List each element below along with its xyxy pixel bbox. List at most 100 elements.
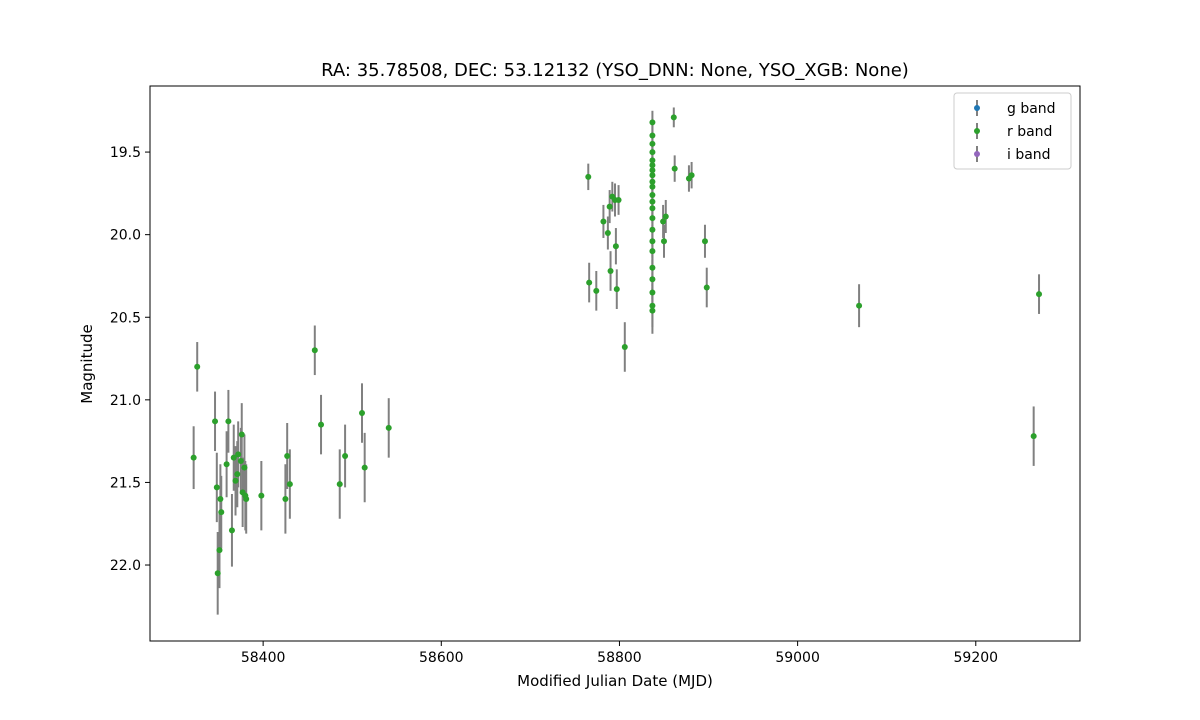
data-point: [649, 302, 656, 309]
legend-box: [953, 92, 1072, 170]
legend-label: i band: [1007, 147, 1051, 163]
data-point: [615, 196, 622, 203]
data-point: [856, 302, 863, 309]
data-point: [607, 268, 614, 274]
data-point: [703, 284, 710, 291]
data-point: [243, 495, 250, 502]
data-point: [284, 453, 291, 459]
data-point: [218, 509, 225, 516]
data-point: [228, 527, 235, 534]
x-tick-label: 58600: [419, 650, 464, 666]
data-point: [600, 218, 607, 225]
data-point: [649, 238, 656, 245]
data-point: [662, 213, 669, 220]
data-point: [613, 286, 620, 293]
data-point: [593, 287, 600, 294]
data-point: [649, 162, 656, 169]
data-point: [258, 492, 265, 499]
series-r-band: [190, 107, 1043, 615]
data-point: [194, 363, 201, 370]
data-point: [649, 157, 656, 164]
legend-marker: [974, 128, 980, 134]
data-point: [670, 114, 677, 121]
data-point: [585, 173, 592, 180]
data-point: [649, 119, 656, 126]
x-tick-label: 58800: [597, 650, 642, 666]
data-point: [286, 481, 293, 488]
y-tick-label: 22.0: [110, 558, 141, 574]
data-point: [232, 477, 239, 484]
data-point: [1036, 291, 1043, 298]
x-tick-label: 58400: [241, 650, 286, 666]
data-point: [649, 226, 656, 233]
data-point: [217, 495, 224, 502]
x-tick-label: 59200: [954, 650, 999, 666]
y-tick-label: 20.5: [110, 310, 141, 326]
data-point: [649, 140, 656, 147]
data-point: [660, 218, 667, 225]
data-point: [649, 289, 656, 296]
data-point: [214, 570, 221, 577]
data-point: [311, 347, 318, 354]
y-tick-label: 19.5: [110, 145, 141, 161]
y-axis-ticks: 19.5 20.0 20.5 21.0 21.5 22.0: [110, 145, 150, 574]
data-point: [230, 454, 237, 461]
data-point: [213, 484, 220, 491]
data-point: [604, 230, 611, 237]
legend-label: r band: [1007, 124, 1052, 140]
data-point: [649, 178, 656, 185]
legend-marker: [974, 105, 980, 111]
data-point: [649, 167, 656, 174]
data-point: [212, 418, 219, 425]
data-point: [359, 410, 366, 417]
data-marks: [190, 107, 1043, 615]
data-point: [701, 238, 708, 245]
data-point: [190, 454, 197, 461]
data-point: [649, 132, 656, 139]
data-point: [649, 205, 656, 212]
data-point: [361, 464, 368, 471]
data-point: [649, 215, 656, 222]
data-point: [649, 183, 656, 190]
data-point: [671, 165, 678, 172]
y-axis-label: Magnitude: [78, 324, 96, 403]
data-point: [1030, 433, 1037, 440]
data-point: [586, 279, 593, 286]
chart-title: RA: 35.78508, DEC: 53.12132 (YSO_DNN: No…: [321, 60, 909, 81]
data-point: [385, 424, 392, 431]
data-point: [649, 248, 656, 255]
legend-items: g band r band i band: [974, 100, 1056, 163]
data-point: [660, 238, 667, 245]
data-point: [241, 464, 248, 471]
data-point: [318, 421, 325, 428]
data-point: [282, 495, 289, 502]
data-point: [649, 149, 656, 156]
x-tick-label: 59000: [775, 650, 820, 666]
y-tick-label: 21.0: [110, 393, 141, 409]
legend-marker: [974, 151, 980, 157]
data-point: [336, 481, 343, 488]
plot-frame: [149, 85, 1081, 642]
x-axis-ticks: 58400 58600 58800 59000 59200: [241, 641, 998, 666]
data-point: [649, 264, 656, 271]
legend: g band r band i band: [953, 92, 1072, 170]
data-point: [223, 461, 230, 468]
x-axis-label: Modified Julian Date (MJD): [517, 672, 713, 690]
data-point: [225, 418, 232, 425]
data-point: [649, 276, 656, 283]
data-point: [649, 198, 656, 205]
data-point: [649, 172, 656, 179]
data-point: [234, 471, 241, 478]
legend-label: g band: [1007, 101, 1056, 117]
data-point: [612, 243, 619, 250]
data-point: [342, 453, 349, 459]
data-point: [237, 457, 244, 464]
data-point: [606, 203, 613, 210]
data-point: [216, 547, 223, 554]
data-point: [621, 343, 628, 350]
data-point: [235, 451, 242, 458]
data-point: [688, 172, 695, 179]
data-point: [649, 307, 656, 314]
data-point: [649, 192, 656, 199]
